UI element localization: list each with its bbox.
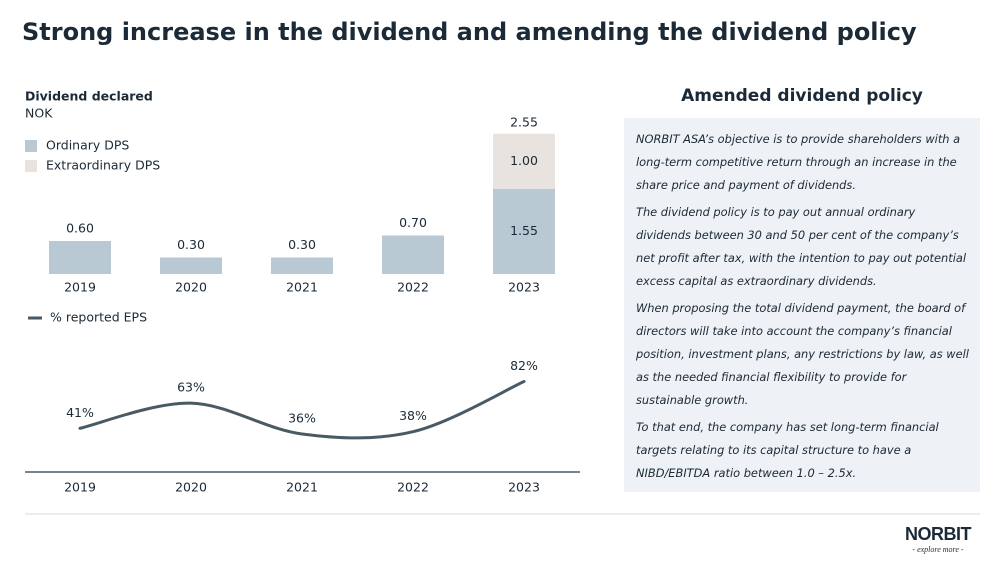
bar-value-label: 1.00 [510,153,538,168]
x-tick-label: 2022 [397,280,429,295]
point-label: 82% [510,358,538,373]
bar-value-label: 0.30 [288,237,316,252]
x-tick-label: 2022 [397,480,429,495]
policy-paragraph: NORBIT ASA’s objective is to provide sha… [636,132,961,192]
line-series [78,380,526,440]
legend-label: Ordinary DPS [46,138,129,153]
legend-swatch [25,160,37,172]
x-tick-label: 2020 [175,480,207,495]
logo: NORBIT - explore more - [900,524,976,554]
x-tick-label: 2020 [175,280,207,295]
x-tick-label: 2019 [64,280,96,295]
chart-subtitle: NOK [25,106,53,121]
policy-paragraph: The dividend policy is to pay out annual… [636,205,967,288]
policy-paragraph: When proposing the total dividend paymen… [636,301,969,407]
x-tick-label: 2019 [64,480,96,495]
bar-value-label: 0.30 [177,237,205,252]
x-tick-label: 2023 [508,280,540,295]
bar-segment [382,235,444,274]
policy-panel: NORBIT ASA’s objective is to provide sha… [624,118,980,492]
bar-segment [271,257,333,274]
bar-segment [160,257,222,274]
point-label: 36% [288,410,316,425]
point-label: 38% [399,408,427,423]
legend-swatch [25,140,37,152]
bar-value-label: 1.55 [510,223,538,238]
x-tick-label: 2021 [286,280,318,295]
legend-label: Extraordinary DPS [46,158,160,173]
x-tick-label: 2023 [508,480,540,495]
policy-paragraph: To that end, the company has set long-te… [636,420,939,480]
bar-segment [493,133,555,189]
chart-title: Dividend declared [25,89,153,104]
point-label: 63% [177,380,205,395]
policy-title: Amended dividend policy [681,86,923,106]
legend-label: % reported EPS [50,310,147,325]
logo-name: NORBIT [905,524,972,544]
bar-value-label: 0.60 [66,221,94,236]
logo-tagline: - explore more - [912,545,964,554]
x-tick-label: 2021 [286,480,318,495]
point-label: 41% [66,405,94,420]
bar-value-label: 0.70 [399,215,427,230]
slide-title: Strong increase in the dividend and amen… [22,18,917,46]
bar-total-label: 2.55 [510,114,538,129]
bar-segment [49,241,111,274]
bar-segment [493,188,555,274]
